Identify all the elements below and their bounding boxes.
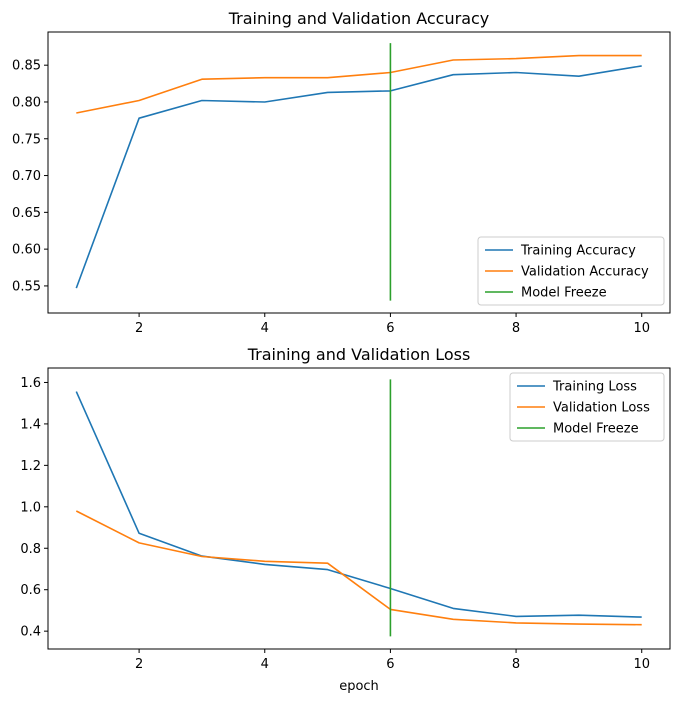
- accuracy-x-tick-label: 10: [633, 321, 650, 336]
- loss-y-tick-label: 1.6: [20, 376, 41, 391]
- loss-x-tick-label: 6: [386, 657, 394, 672]
- accuracy-x-tick-label: 4: [261, 321, 269, 336]
- loss-x-tick-label: 4: [261, 657, 269, 672]
- loss-legend-box: [509, 372, 665, 442]
- loss-series-validation-line: [75, 510, 642, 626]
- accuracy-panel: Training and Validation Accuracy 2 4 6 8 10 0…: [12, 9, 671, 336]
- accuracy-series-training-line: [75, 65, 642, 289]
- loss-legend: Training Loss Validation Loss Model Freeze: [509, 372, 665, 442]
- accuracy-legend: Training Accuracy Validation Accuracy Mode…: [477, 236, 665, 306]
- accuracy-x-tick-label: 2: [135, 321, 143, 336]
- loss-legend-label: Validation Loss: [553, 401, 650, 416]
- accuracy-legend-box: [477, 236, 665, 306]
- loss-x-axis-label: epoch: [339, 679, 379, 694]
- loss-y-tick-label: 0.4: [20, 625, 41, 640]
- loss-y-tick-label: 1.4: [20, 417, 41, 432]
- accuracy-legend-label: Model Freeze: [521, 286, 607, 301]
- loss-x-tick-label: 10: [633, 657, 650, 672]
- accuracy-axes-frame: [47, 31, 671, 314]
- accuracy-series-validation-line: [76, 54, 642, 114]
- loss-y-tick-label: 1.2: [20, 459, 41, 474]
- accuracy-x-tick-label: 8: [512, 321, 520, 336]
- loss-panel: Training and Validation Loss epoch 2 4 6 8 1…: [20, 345, 671, 694]
- loss-y-tick-label: 0.6: [20, 583, 41, 598]
- accuracy-y-tick-label: 0.85: [12, 59, 41, 74]
- loss-series-training-line: [75, 391, 642, 618]
- loss-y-tick-label: 1.0: [20, 500, 41, 515]
- loss-x-tick-label: 8: [512, 657, 520, 672]
- loss-chart-title: Training and Validation Loss: [247, 345, 471, 364]
- loss-y-tick-label: 0.8: [20, 542, 41, 557]
- accuracy-y-tick-label: 0.55: [12, 279, 41, 294]
- loss-legend-label: Model Freeze: [553, 422, 639, 437]
- accuracy-y-tick-label: 0.65: [12, 206, 41, 221]
- accuracy-y-tick-label: 0.80: [12, 95, 41, 110]
- loss-legend-label: Training Loss: [552, 380, 637, 395]
- accuracy-y-tick-label: 0.75: [12, 132, 41, 147]
- accuracy-chart-title: Training and Validation Accuracy: [228, 9, 490, 28]
- accuracy-y-tick-label: 0.60: [12, 243, 41, 258]
- accuracy-y-tick-label: 0.70: [12, 169, 41, 184]
- loss-axes-frame: [47, 367, 671, 650]
- loss-x-tick-label: 2: [135, 657, 143, 672]
- accuracy-legend-label: Training Accuracy: [520, 244, 636, 259]
- accuracy-x-tick-label: 6: [386, 321, 394, 336]
- accuracy-legend-label: Validation Accuracy: [521, 265, 649, 280]
